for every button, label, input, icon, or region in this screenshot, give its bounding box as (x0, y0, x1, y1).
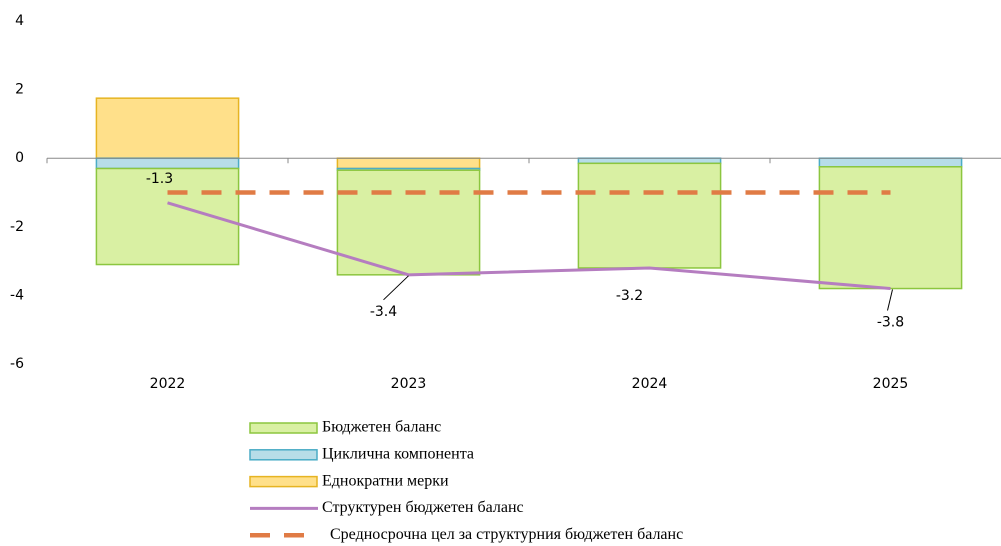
leader-line (383, 275, 409, 301)
structural-line (167, 201, 891, 291)
bar (577, 162, 722, 269)
y-tick-label: -6 (10, 356, 24, 372)
bar (577, 157, 722, 165)
legend-label: Бюджетен баланс (322, 419, 441, 436)
bar (95, 157, 240, 170)
bar (818, 157, 963, 168)
data-label: -3.8 (877, 315, 904, 331)
x-tick-label: 2025 (873, 376, 909, 392)
legend-swatch (249, 422, 318, 434)
legend-label: Еднократни мерки (322, 472, 449, 489)
y-tick-label: 2 (15, 82, 24, 98)
x-tick-label: 2023 (391, 376, 427, 392)
legend-swatch (249, 449, 318, 461)
legend-label: Структурен бюджетен баланс (322, 499, 524, 516)
bar (336, 157, 481, 170)
bar (818, 166, 963, 290)
bar (95, 97, 240, 159)
y-tick-label: 0 (15, 150, 24, 166)
data-label: -3.2 (616, 288, 643, 304)
legend-swatch (249, 475, 318, 488)
x-tick-label: 2024 (632, 376, 668, 392)
x-tick-label: 2022 (150, 376, 186, 392)
data-label: -3.4 (370, 304, 397, 320)
data-label: -1.3 (146, 171, 173, 187)
legend-label: Циклична компонента (322, 445, 474, 462)
y-tick-label: 4 (15, 13, 24, 29)
legend-label: Средносрочна цел за структурния бюджетен… (330, 526, 683, 543)
y-tick-label: -2 (10, 219, 24, 235)
leader-line (887, 289, 893, 311)
y-tick-label: -4 (10, 287, 24, 303)
